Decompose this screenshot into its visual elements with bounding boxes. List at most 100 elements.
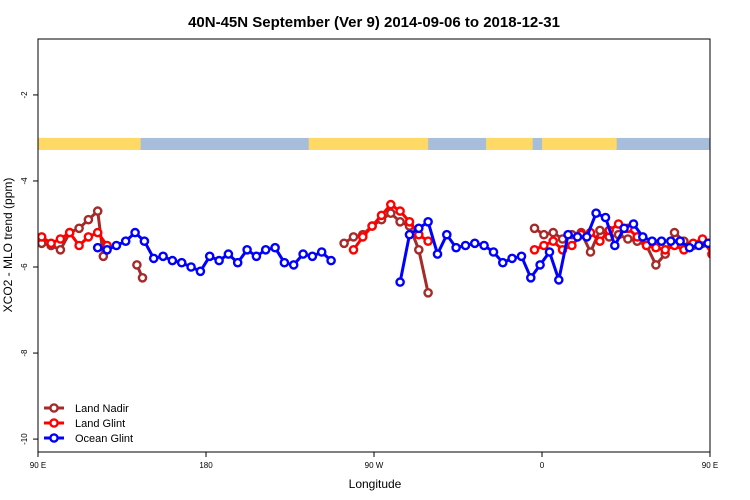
point-1-1-1 (357, 232, 368, 242)
point-1-2-2 (548, 236, 559, 246)
point-2-1-8 (469, 238, 480, 249)
point-2-1-20 (582, 232, 592, 242)
point-2-2-3 (694, 240, 704, 251)
point-2-1-19 (572, 232, 583, 242)
point-2-0-25 (326, 255, 336, 266)
point-2-2-5 (714, 238, 721, 245)
point-2-0-12 (204, 251, 215, 262)
point-2-1-7 (460, 240, 471, 251)
point-2-1-15 (535, 260, 545, 270)
point-2-1-12 (507, 253, 517, 264)
point-2-0-24 (316, 247, 327, 257)
x-tick-label-3: 0 (540, 461, 545, 470)
point-2-1-1 (404, 229, 415, 240)
point-1-2-0 (529, 244, 540, 255)
point-2-0-10 (186, 262, 196, 272)
legend-label-0: Land Nadir (75, 403, 129, 415)
point-1-1-0 (348, 244, 359, 255)
point-2-0-2 (111, 240, 122, 251)
band-land-0 (38, 137, 141, 150)
point-0-2-0 (339, 238, 349, 249)
point-2-0-14 (223, 249, 234, 259)
land-ocean-band (38, 137, 750, 150)
point-2-1-13 (516, 251, 527, 262)
point-2-2-8 (742, 244, 749, 251)
point-1-1-5 (395, 206, 405, 216)
chart-title: 40N-45N September (Ver 9) 2014-09-06 to … (188, 14, 560, 31)
point-2-1-22 (600, 212, 611, 223)
point-0-2-5 (385, 208, 396, 218)
point-0-3-10 (623, 234, 633, 244)
point-1-0-4 (74, 240, 84, 251)
point-1-2-1 (539, 240, 549, 251)
point-2-0-18 (260, 244, 271, 255)
point-1-1-2 (367, 221, 377, 231)
y-tick-label-0: -2 (20, 91, 29, 99)
legend: Land Nadir Land Glint Ocean Glint (44, 403, 133, 445)
x-axis-label: Longitude (349, 477, 402, 491)
point-1-1-3 (376, 210, 387, 221)
point-2-0-20 (279, 257, 290, 268)
point-2-2-0 (666, 236, 676, 246)
legend-marker-0 (49, 403, 59, 413)
point-2-1-2 (413, 223, 424, 234)
point-1-2-23 (746, 242, 750, 249)
point-1-1-4 (385, 199, 396, 210)
point-2-0-22 (298, 249, 308, 259)
point-2-0-1 (102, 244, 112, 255)
point-2-0-7 (158, 251, 168, 262)
point-2-0-3 (120, 236, 131, 246)
point-0-3-6 (585, 247, 596, 257)
point-2-2-7 (733, 238, 740, 245)
point-1-1-8 (423, 236, 433, 246)
band-land-4 (716, 138, 750, 150)
series-layer (38, 199, 750, 298)
point-1-2-19 (707, 249, 710, 259)
point-2-1-9 (479, 240, 489, 251)
point-2-2-6 (723, 242, 730, 249)
point-2-0-5 (139, 236, 150, 246)
point-2-1-16 (544, 247, 555, 257)
point-2-1-0 (395, 277, 405, 287)
point-1-2-22 (736, 238, 743, 245)
point-2-1-25 (628, 219, 639, 229)
point-2-1-14 (526, 272, 536, 283)
point-0-0-4 (74, 223, 84, 234)
point-2-0-6 (148, 253, 159, 264)
point-1-0-1 (46, 238, 56, 249)
y-tick-label-3: -8 (20, 349, 29, 357)
point-0-3-20 (718, 242, 725, 249)
point-1-2-20 (718, 238, 725, 245)
legend-label-2: Ocean Glint (75, 433, 133, 445)
point-2-1-28 (656, 236, 667, 246)
point-2-1-17 (554, 275, 564, 285)
y-axis-label: XCO2 - MLO trend (ppm) (1, 178, 15, 313)
y-tick-label-2: -6 (20, 263, 29, 271)
point-2-2-4 (703, 238, 710, 249)
point-0-2-1 (348, 232, 359, 242)
point-1-1-6 (404, 216, 415, 227)
point-0-2-6 (395, 216, 405, 227)
band-land-2 (486, 137, 533, 150)
legend-marker-1 (49, 418, 59, 428)
point-0-3-21 (727, 238, 734, 245)
point-2-0-9 (176, 257, 187, 268)
band-land-1 (308, 137, 429, 150)
point-0-1-0 (132, 260, 142, 270)
point-1-0-0 (38, 232, 47, 242)
x-tick-label-0: 90 E (30, 461, 46, 470)
point-0-3-2 (548, 227, 559, 238)
point-2-0-0 (92, 242, 103, 253)
x-tick-label-4: 90 E (702, 461, 718, 470)
point-2-1-10 (488, 247, 499, 257)
point-2-1-21 (591, 208, 601, 218)
point-2-0-4 (130, 227, 140, 238)
point-0-3-22 (736, 233, 743, 240)
point-0-0-6 (92, 206, 103, 216)
point-2-2-1 (675, 236, 685, 246)
point-0-0-5 (83, 214, 94, 225)
band-land-3 (542, 137, 617, 150)
point-1-2-4 (567, 240, 577, 251)
point-0-3-1 (539, 229, 549, 240)
